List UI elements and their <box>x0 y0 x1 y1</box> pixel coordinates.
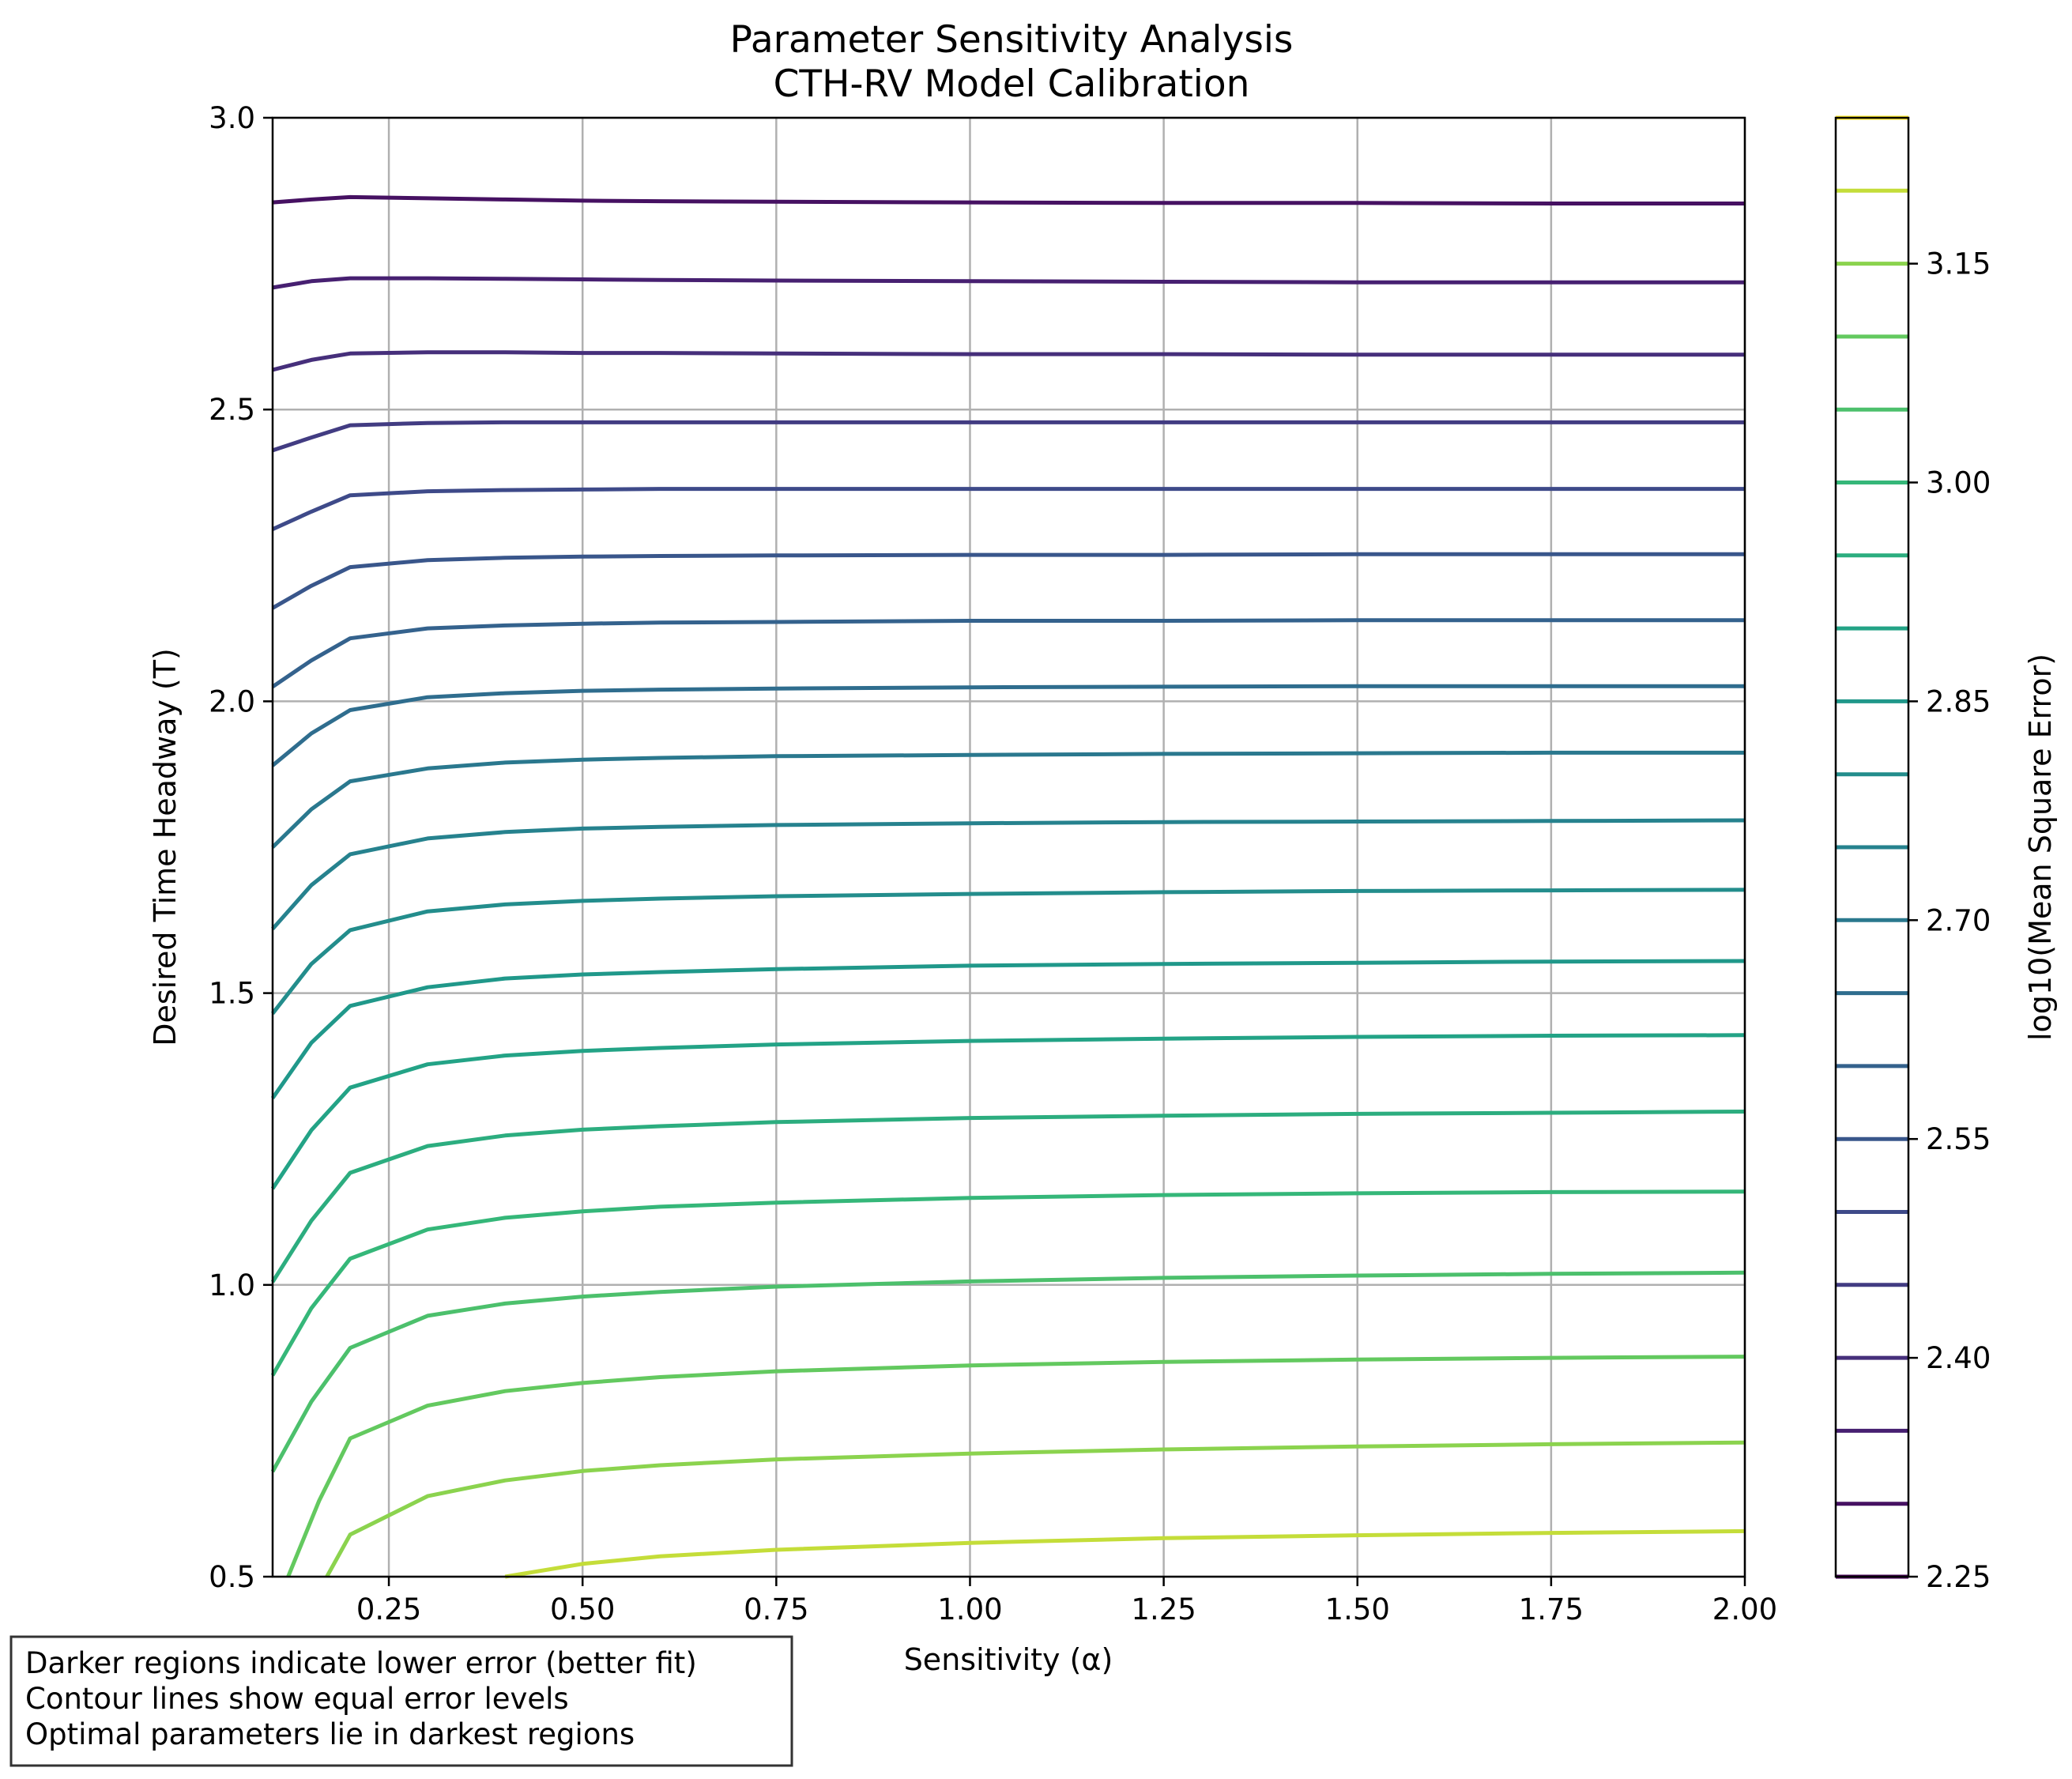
x-tick-label: 1.25 <box>1131 1592 1196 1626</box>
y-tick-label: 0.5 <box>209 1560 255 1594</box>
chart-subtitle: CTH-RV Model Calibration <box>774 62 1250 106</box>
colorbar-frame <box>1834 116 1910 1578</box>
colorbar-level-lines <box>1836 115 1908 1579</box>
annotation-line: Contour lines show equal error levels <box>25 1682 569 1716</box>
colorbar-tick-label: 2.85 <box>1926 684 1991 718</box>
y-tick-label: 3.0 <box>209 101 255 135</box>
contour-line <box>271 750 1745 849</box>
contour-line <box>270 1270 1746 1473</box>
contour-line <box>271 888 1746 1015</box>
colorbar-tick-label: 2.25 <box>1926 1560 1991 1594</box>
contour-line <box>271 487 1745 531</box>
x-tick-label: 0.25 <box>356 1592 421 1626</box>
x-tick-label: 0.50 <box>550 1592 615 1626</box>
colorbar-tick-label: 2.40 <box>1926 1341 1991 1375</box>
annotation-box: Darker regions indicate lower error (bet… <box>9 1635 793 1767</box>
y-tick-label: 2.0 <box>209 684 255 718</box>
y-tick-label: 2.5 <box>209 393 255 427</box>
y-axis-ticks: 0.5 1.0 1.5 2.0 2.5 3.0 <box>209 101 273 1594</box>
contour-line <box>270 959 1746 1099</box>
y-tick-label: 1.5 <box>209 977 255 1011</box>
y-axis-label: Desired Time Headway (T) <box>148 648 183 1046</box>
colorbar-tick-label: 2.70 <box>1926 903 1991 937</box>
annotation-frame <box>9 1635 793 1767</box>
contour-lines <box>270 194 1746 1579</box>
colorbar-tick-label: 2.55 <box>1926 1122 1991 1156</box>
plot-frame <box>271 116 1746 1578</box>
contour-line <box>270 1189 1746 1377</box>
contour-line <box>271 552 1745 610</box>
contour-line <box>272 276 1745 290</box>
contour-line <box>325 1440 1746 1578</box>
contour-line <box>270 1110 1746 1283</box>
contour-line <box>271 618 1745 688</box>
contour-line <box>272 350 1745 372</box>
x-tick-label: 1.75 <box>1519 1592 1584 1626</box>
colorbar-tick-label: 3.00 <box>1926 466 1991 500</box>
contour-line <box>504 1528 1746 1579</box>
colorbar-label: log10(Mean Square Error) <box>2023 654 2058 1041</box>
x-tick-label: 1.50 <box>1325 1592 1390 1626</box>
x-axis-label: Sensitivity (α) <box>904 1642 1113 1677</box>
colorbar: 2.25 2.40 2.55 2.70 2.85 3.00 3.15 log10(Mean … <box>1834 115 2058 1594</box>
contour-line <box>270 1033 1746 1190</box>
contour-line <box>271 684 1745 767</box>
x-axis-ticks: 0.25 0.50 0.75 1.00 1.25 1.50 1.75 2.00 <box>356 1577 1777 1626</box>
annotation-line: Optimal parameters lie in darkest region… <box>25 1717 635 1751</box>
contour-line <box>271 818 1746 931</box>
annotation-line: Darker regions indicate lower error (bet… <box>25 1646 697 1680</box>
contour-line <box>286 1355 1746 1577</box>
x-tick-label: 2.00 <box>1712 1592 1777 1626</box>
colorbar-tick-label: 3.15 <box>1926 247 1991 281</box>
colorbar-ticks: 2.25 2.40 2.55 2.70 2.85 3.00 3.15 <box>1908 247 1991 1594</box>
contour-line <box>272 420 1745 453</box>
contour-line <box>272 194 1745 205</box>
y-tick-label: 1.0 <box>209 1268 255 1302</box>
x-tick-label: 0.75 <box>744 1592 808 1626</box>
x-tick-label: 1.00 <box>937 1592 1002 1626</box>
chart-title: Parameter Sensitivity Analysis <box>730 18 1294 62</box>
